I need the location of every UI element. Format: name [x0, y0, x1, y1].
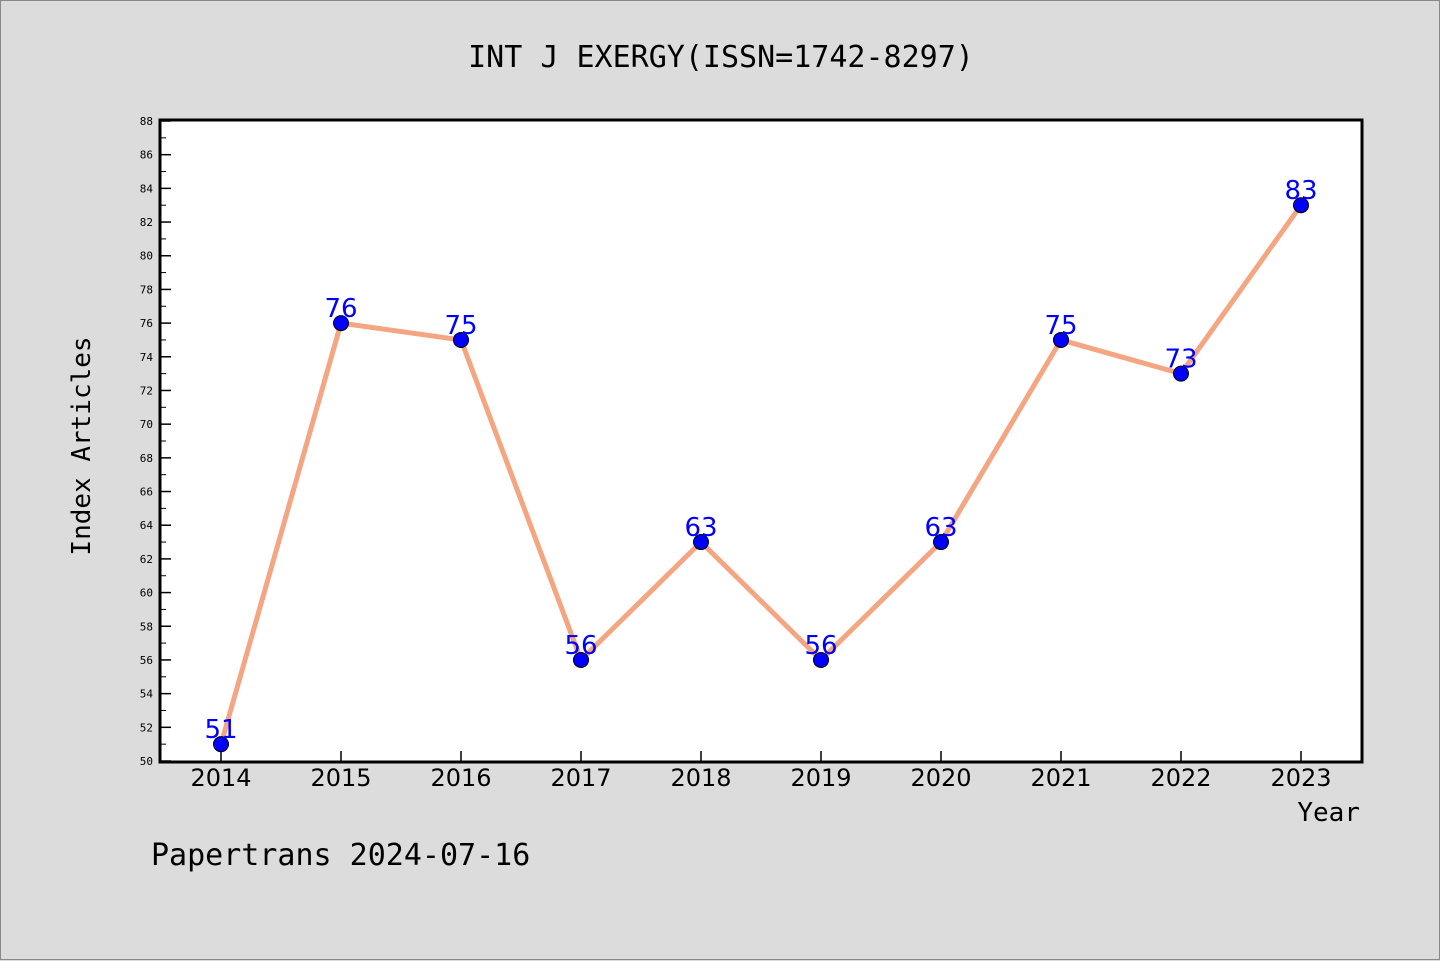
- data-point: [213, 736, 229, 753]
- x-axis: 2014 2015 2016 2017 2018 2019 2020 2021 2022 2023: [190, 751, 1332, 792]
- data-label: 63: [924, 513, 957, 543]
- y-tick-label: 78: [140, 283, 153, 296]
- y-tick-label: 74: [140, 351, 154, 364]
- y-tick-label: 60: [140, 587, 153, 600]
- y-tick-label: 84: [140, 182, 154, 195]
- data-point: [453, 331, 469, 348]
- y-tick-label: 66: [140, 486, 153, 499]
- x-axis-label: Year: [1297, 798, 1360, 828]
- x-tick-label: 2017: [550, 764, 611, 792]
- data-point: [693, 534, 709, 551]
- data-label: 56: [564, 631, 597, 661]
- y-tick-label: 62: [140, 553, 153, 566]
- y-tick-label: 58: [140, 620, 153, 633]
- data-label: 56: [804, 631, 837, 661]
- y-tick-label: 80: [140, 250, 153, 263]
- data-label: 63: [684, 513, 717, 543]
- data-point: [933, 534, 949, 551]
- data-point: [573, 651, 589, 668]
- data-label: 73: [1164, 345, 1197, 375]
- y-tick-label: 86: [140, 149, 153, 162]
- y-tick-label: 72: [140, 384, 153, 397]
- x-tick-label: 2018: [670, 764, 731, 792]
- x-tick-label: 2023: [1270, 764, 1331, 792]
- plot-area: [158, 118, 1364, 764]
- footer-stamp: Papertrans 2024-07-16: [151, 838, 530, 873]
- y-tick-label: 82: [140, 216, 153, 229]
- x-tick-label: 2019: [790, 764, 851, 792]
- x-tick-label: 2016: [430, 764, 491, 792]
- series: 51 76 75 56 63 56 63 75 73 83: [204, 176, 1318, 753]
- x-tick-label: 2022: [1150, 764, 1211, 792]
- y-axis-label: Index Articles: [67, 336, 97, 555]
- x-tick-label: 2021: [1030, 764, 1091, 792]
- y-tick-label: 54: [140, 688, 154, 701]
- y-axis: 50 52 54 56 58 60 62 64 66 68 70 72 74 76 78 80 82 84 86 88: [140, 115, 171, 768]
- x-tick-label: 2014: [190, 764, 251, 792]
- data-point: [333, 315, 349, 332]
- y-tick-label: 76: [140, 317, 153, 330]
- y-tick-label: 64: [140, 519, 154, 532]
- y-tick-label: 56: [140, 654, 153, 667]
- data-label: 51: [204, 715, 237, 745]
- data-point: [1173, 365, 1189, 382]
- y-tick-label: 52: [140, 721, 153, 734]
- data-label: 75: [444, 311, 477, 341]
- data-label: 83: [1284, 176, 1317, 206]
- y-tick-label: 70: [140, 418, 153, 431]
- x-tick-label: 2020: [910, 764, 971, 792]
- data-point: [1293, 197, 1309, 214]
- y-tick-label: 50: [140, 755, 153, 768]
- x-tick-label: 2015: [310, 764, 371, 792]
- data-label: 76: [324, 294, 357, 324]
- series-line: [218, 203, 1304, 745]
- data-label: 75: [1044, 311, 1077, 341]
- chart-title: INT J EXERGY(ISSN=1742-8297): [468, 40, 974, 75]
- y-tick-label: 88: [140, 115, 153, 128]
- y-tick-label: 68: [140, 452, 153, 465]
- data-point: [1053, 331, 1069, 348]
- data-point: [813, 651, 829, 668]
